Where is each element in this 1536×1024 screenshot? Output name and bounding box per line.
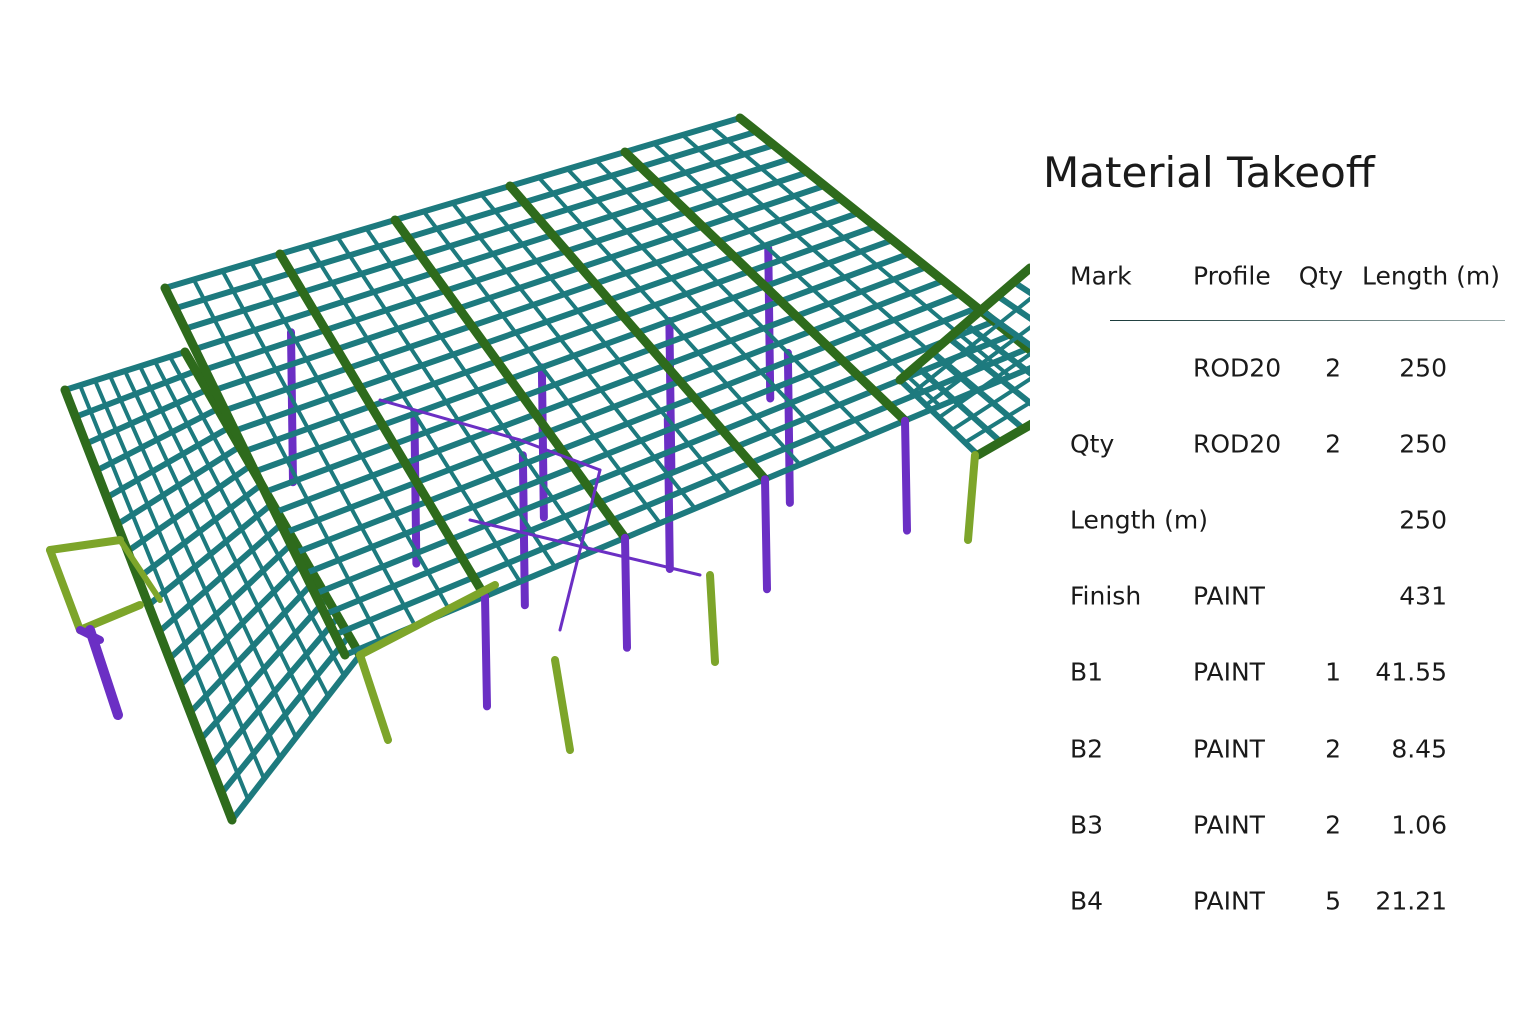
tie-beam [356, 581, 499, 659]
rafter [364, 226, 592, 555]
rafter [924, 325, 1030, 407]
table-cell: 1 [1325, 657, 1341, 687]
column [85, 625, 123, 720]
table-cell: PAINT [1193, 581, 1265, 611]
column-header: Profile [1193, 261, 1271, 291]
rafter [220, 269, 417, 628]
rafter [911, 296, 1030, 395]
rafter [536, 175, 802, 467]
brace [558, 468, 602, 632]
rafter [249, 260, 452, 614]
rafter [651, 141, 942, 408]
rafter [93, 378, 266, 781]
rafter [450, 201, 697, 511]
table-cell: ROD20 [1193, 429, 1282, 459]
frame [505, 181, 770, 484]
rafter [680, 133, 977, 394]
table-cell: B3 [1070, 810, 1104, 840]
table-cell: PAINT [1193, 734, 1265, 763]
column-header: Length (m) [1361, 261, 1500, 291]
table-cell: 2 [1325, 429, 1341, 459]
table-cell: 5 [1325, 886, 1341, 916]
canopy-beam [46, 546, 84, 634]
structure-view [46, 113, 1030, 825]
rafter [335, 235, 557, 570]
table-cell: B1 [1070, 657, 1104, 687]
rafter [479, 192, 732, 496]
brace [378, 398, 522, 442]
table-cell: Finish [1070, 581, 1142, 611]
rafter [138, 364, 314, 719]
table-cell: 21.21 [1375, 886, 1447, 916]
table-cell: Length (m) [1070, 505, 1209, 535]
brace [468, 518, 702, 577]
rafter [168, 354, 346, 678]
rafter [153, 359, 330, 699]
rafter [594, 158, 872, 438]
rafter [950, 376, 1030, 432]
table-cell: ROD20 [1193, 353, 1282, 383]
table-cell: 431 [1399, 581, 1447, 611]
column [901, 416, 911, 535]
rafter [191, 277, 382, 643]
panel-title: Material Takeoff [1043, 148, 1375, 197]
frame [160, 283, 350, 660]
frame [973, 419, 1030, 460]
table-cell: PAINT [1193, 886, 1265, 916]
rafter [78, 383, 250, 802]
brace [518, 438, 602, 472]
edge-column [706, 571, 719, 666]
column [76, 626, 104, 644]
column-header: Qty [1298, 261, 1343, 291]
header-rule [1110, 320, 1505, 321]
rafter [963, 400, 1030, 445]
table-cell: 41.55 [1375, 657, 1447, 687]
rafter [123, 369, 298, 740]
rafter [108, 373, 282, 761]
rafter [306, 243, 522, 584]
table-cell: B4 [1070, 886, 1104, 916]
table-cell: 2 [1325, 353, 1341, 383]
frame [895, 263, 1030, 385]
table-cell: 2 [1325, 810, 1341, 840]
rafter [709, 124, 1012, 379]
column [761, 475, 771, 594]
frame [620, 147, 910, 426]
rafter [565, 167, 837, 452]
table-cell: 1.06 [1391, 810, 1447, 840]
table-cell: B2 [1070, 734, 1104, 763]
frame [390, 215, 630, 543]
rafter [937, 351, 1030, 420]
table-cell: 250 [1399, 505, 1447, 535]
rafter [421, 209, 662, 526]
table-cell: 2 [1325, 734, 1341, 763]
table-cell: Qty [1070, 429, 1115, 459]
edge-column [964, 451, 979, 544]
column [481, 592, 491, 711]
frame [275, 249, 490, 601]
edge-column [551, 656, 574, 754]
canopy-beam [46, 536, 124, 554]
frame [60, 385, 237, 825]
column [621, 533, 631, 652]
canopy-beam [117, 537, 163, 603]
column-header: Mark [1070, 261, 1132, 291]
table-cell: 250 [1399, 429, 1447, 459]
table-cell: PAINT [1193, 657, 1265, 687]
edge-column [356, 651, 392, 744]
table-cell: 250 [1399, 353, 1447, 383]
table-cell: PAINT [1193, 810, 1265, 840]
table-cell: 8.45 [1391, 734, 1447, 763]
